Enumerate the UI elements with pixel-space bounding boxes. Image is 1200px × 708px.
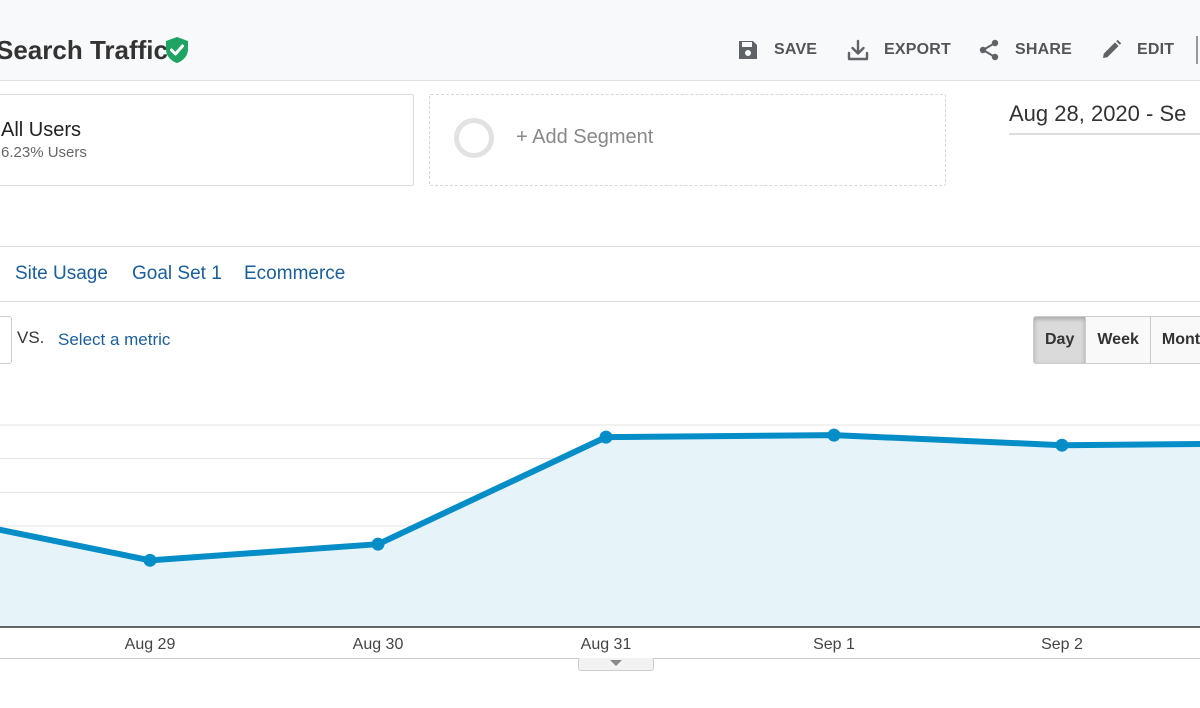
x-tick-label: Aug 31 xyxy=(581,636,632,653)
edit-label: EDIT xyxy=(1137,41,1175,58)
report-header: Search Traffic SAVE EXPORT SHARE xyxy=(0,0,1200,81)
x-tick-label: Sep 1 xyxy=(813,636,855,653)
data-point xyxy=(599,430,613,444)
add-segment-button[interactable]: + Add Segment xyxy=(429,94,946,186)
segment-all-users[interactable]: All Users 6.23% Users xyxy=(0,94,414,186)
add-segment-label: + Add Segment xyxy=(516,126,654,148)
shield-check-icon xyxy=(166,37,188,63)
metric-dropdown[interactable] xyxy=(0,316,12,364)
caret-down-icon xyxy=(610,660,622,666)
tab-site-usage[interactable]: Site Usage xyxy=(15,263,108,284)
page-title: Search Traffic xyxy=(0,35,168,65)
data-point xyxy=(827,428,841,442)
data-point xyxy=(1055,438,1069,452)
vs-label: VS. xyxy=(17,328,45,347)
line-chart: Aug 29 Aug 30 Aug 31 Sep 1 Sep 2 xyxy=(0,424,1200,653)
edit-button[interactable]: EDIT xyxy=(1099,36,1174,64)
save-icon xyxy=(739,41,757,59)
tab-goal-set-1[interactable]: Goal Set 1 xyxy=(132,263,222,284)
share-button[interactable]: SHARE xyxy=(977,36,1072,64)
add-segment-circle-icon xyxy=(454,118,494,158)
chart-collapse-toggle[interactable] xyxy=(578,658,654,671)
share-icon xyxy=(979,39,999,61)
save-button[interactable]: SAVE xyxy=(736,36,817,64)
period-day-button[interactable]: Day xyxy=(1034,317,1087,363)
segment-detail: 6.23% Users xyxy=(1,144,87,161)
x-tick-label: Aug 29 xyxy=(125,636,176,653)
x-tick-label: Aug 30 xyxy=(353,636,404,653)
save-label: SAVE xyxy=(774,41,818,58)
period-month-button[interactable]: Month xyxy=(1150,317,1200,363)
series-area xyxy=(0,435,1200,627)
x-tick-label: Sep 2 xyxy=(1041,636,1083,653)
pencil-icon xyxy=(1103,39,1122,58)
explorer-tabs: Site Usage Goal Set 1 Ecommerce xyxy=(0,246,1200,302)
download-icon xyxy=(847,39,869,61)
date-range-picker[interactable]: Aug 28, 2020 - Se xyxy=(1009,101,1200,135)
segment-name: All Users xyxy=(1,119,82,141)
data-point xyxy=(371,537,385,551)
toolbar-divider xyxy=(1196,36,1198,64)
select-metric-link[interactable]: Select a metric xyxy=(58,330,171,349)
period-toggle: Day Week Month xyxy=(1033,316,1200,364)
period-week-button[interactable]: Week xyxy=(1086,317,1151,363)
export-label: EXPORT xyxy=(884,41,951,58)
data-point xyxy=(143,553,157,567)
share-label: SHARE xyxy=(1015,41,1073,58)
export-button[interactable]: EXPORT xyxy=(846,36,951,64)
tab-ecommerce[interactable]: Ecommerce xyxy=(244,263,346,284)
